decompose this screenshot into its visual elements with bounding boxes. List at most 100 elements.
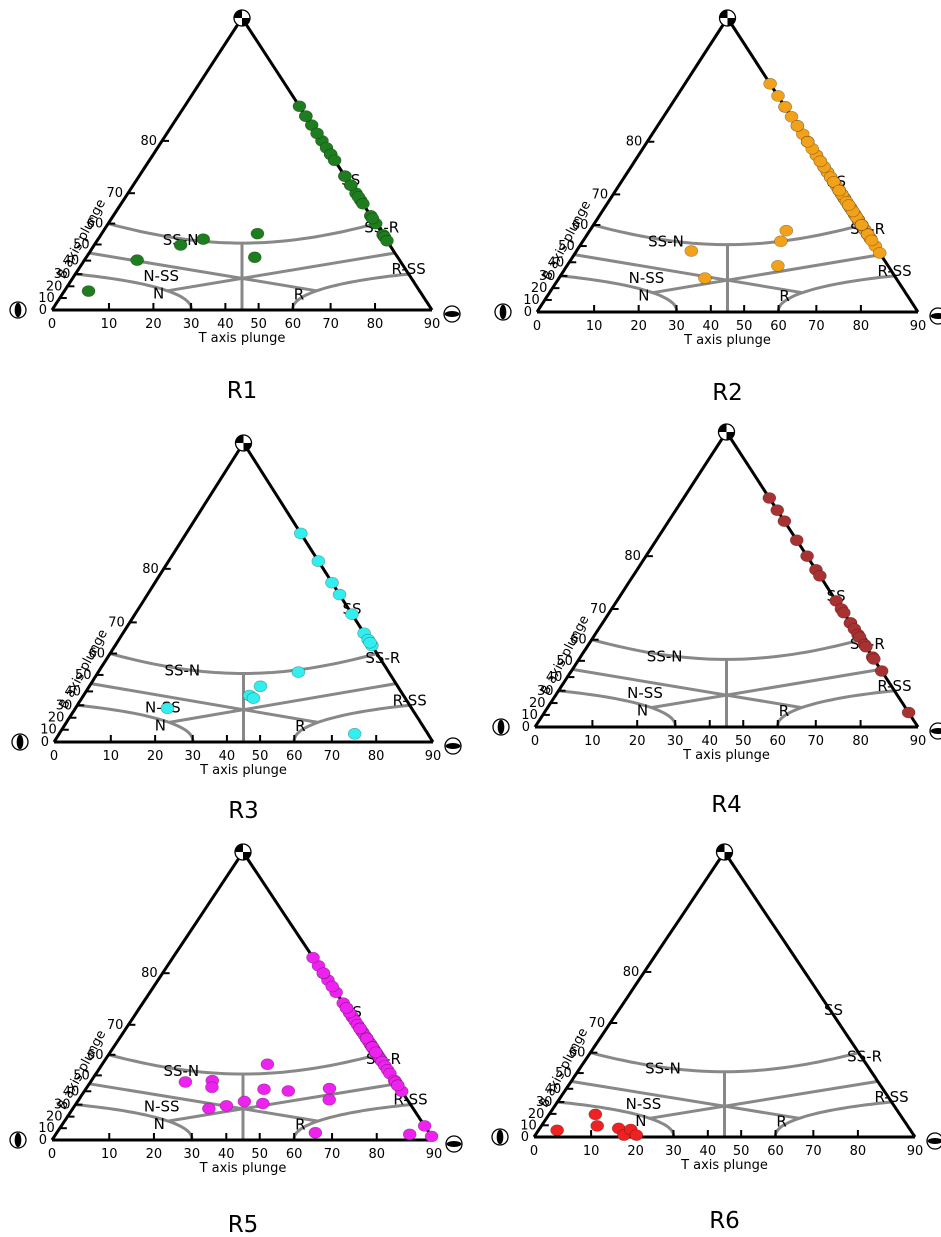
data-point (339, 1002, 354, 1014)
x-axis-label: T axis plunge (199, 1161, 287, 1176)
bottom-tick-label: 0 (48, 317, 56, 332)
bottom-tick-label: 50 (736, 319, 753, 334)
beachball-band (930, 727, 941, 735)
r-boundary-arc (776, 274, 895, 313)
lower-divider (168, 708, 319, 724)
region-label-n-ss: N-SS (626, 1095, 662, 1113)
region-label-r: R (295, 1115, 305, 1133)
bottom-tick-label: 80 (367, 317, 384, 332)
regime-boundaries (75, 222, 409, 311)
y-axis-label: B axis plunge (55, 197, 109, 282)
left-tick-label: 10 (40, 723, 57, 738)
data-point (424, 1130, 439, 1143)
r-boundary-arc (773, 1100, 892, 1138)
data-point (837, 606, 851, 619)
data-point (308, 1126, 323, 1139)
bottom-tick-label: 80 (850, 1144, 867, 1159)
scatter-points (762, 492, 916, 719)
beachball-quadrant (234, 10, 242, 18)
data-point (343, 179, 358, 191)
left-tick-label: 20 (46, 1110, 63, 1125)
bottom-tick-label: 90 (910, 319, 927, 334)
reverse-beachball-icon (929, 307, 941, 325)
ss-boundary-arc (109, 652, 378, 675)
left-tick-label: 80 (141, 966, 158, 981)
region-label-ss-n: SS-N (648, 233, 684, 251)
bottom-tick-label: 60 (285, 317, 302, 332)
bottom-tick-label: 0 (531, 734, 539, 749)
left-tick-label: 50 (558, 239, 575, 254)
left-tick-label: 0 (524, 305, 532, 320)
bottom-tick-label: 30 (665, 1144, 682, 1159)
panel-title: R5 (228, 1212, 259, 1237)
region-label-r-ss: R-SS (877, 262, 911, 280)
beachball-quadrant (719, 10, 728, 18)
scatter-points (81, 100, 394, 297)
y-axis-label: B axis plunge (55, 1028, 109, 1113)
data-point (299, 110, 313, 122)
left-tick-label: 30 (539, 269, 556, 284)
data-point (338, 170, 352, 182)
bottom-tick-label: 80 (853, 319, 870, 334)
region-label-r-ss: R-SS (877, 677, 911, 695)
left-tick-label: 40 (545, 1082, 562, 1097)
left-tick-label: 0 (39, 303, 47, 318)
region-label-r: R (294, 285, 304, 303)
region-label-r-ss: R-SS (393, 691, 427, 709)
data-point (790, 120, 805, 132)
bottom-tick-label: 10 (101, 317, 118, 332)
data-point (353, 1022, 367, 1035)
region-label-ss-r: SS-R (847, 1048, 882, 1066)
bottom-tick-label: 40 (701, 734, 718, 749)
data-point (390, 1079, 405, 1092)
beachball-band (499, 304, 507, 320)
data-point (316, 967, 331, 980)
left-tick-label: 10 (38, 1121, 55, 1136)
bottom-tick-label: 20 (630, 319, 647, 334)
data-point (202, 1102, 216, 1115)
beachball-band (16, 734, 24, 750)
data-point (310, 127, 324, 140)
strike-slip-beachball-icon (715, 843, 734, 861)
region-label-n-ss: N-SS (629, 269, 665, 287)
data-point (363, 636, 377, 649)
left-tick-label: 60 (569, 1046, 586, 1061)
left-tick-label: 40 (65, 684, 82, 699)
bottom-tick-label: 40 (218, 1147, 235, 1162)
left-tick-label: 30 (56, 698, 73, 713)
bottom-tick-label: 60 (286, 1147, 303, 1162)
region-label-r: R (295, 717, 305, 735)
region-label-r: R (779, 287, 789, 305)
data-point (246, 692, 261, 704)
region-label-ss: SS (824, 1001, 843, 1019)
beachball-band (497, 719, 505, 735)
lower-divider (651, 693, 802, 710)
frame-left-edge (533, 431, 728, 728)
bottom-tick-label: 50 (733, 1144, 750, 1159)
reverse-beachball-icon (929, 722, 941, 740)
data-point (322, 1082, 337, 1095)
left-tick-label: 80 (140, 134, 157, 149)
beachball-band (444, 310, 460, 318)
bottom-tick-label: 60 (286, 749, 303, 764)
frame-left-edge (50, 851, 245, 1141)
data-point (253, 680, 268, 693)
x-axis-label: T axis plunge (682, 748, 770, 763)
left-tick-label: 30 (54, 267, 71, 282)
data-point (684, 245, 699, 257)
region-label-n: N (153, 285, 164, 303)
bottom-tick-label: 50 (735, 734, 752, 749)
ss-boundary-arc (590, 1051, 859, 1074)
region-label-r: R (779, 702, 789, 720)
region-label-ss-n: SS-N (645, 1060, 681, 1078)
left-tick-label: 70 (108, 615, 125, 630)
frame-right-edge (723, 851, 917, 1138)
y-axis-label: B axis plunge (537, 1026, 591, 1111)
bottom-tick-label: 30 (668, 319, 685, 334)
region-label-n-ss: N-SS (144, 1098, 180, 1116)
frame-left-edge (532, 851, 726, 1138)
